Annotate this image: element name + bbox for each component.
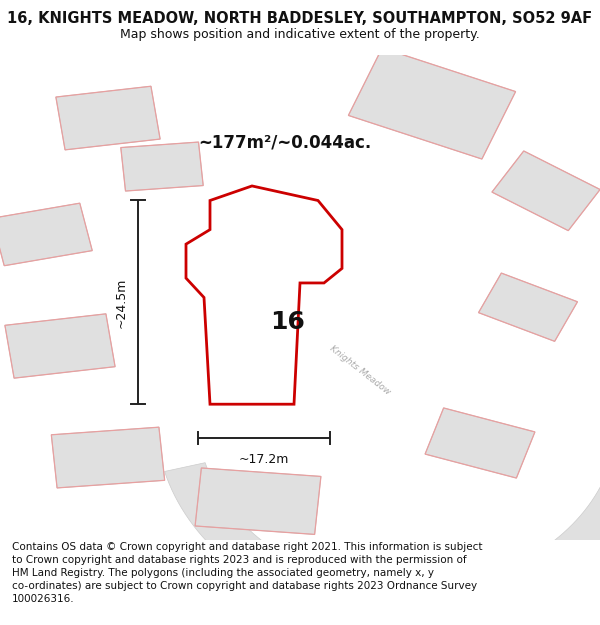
Polygon shape: [492, 151, 600, 231]
Text: Knights Meadow: Knights Meadow: [328, 344, 392, 397]
Polygon shape: [121, 142, 203, 191]
Polygon shape: [195, 468, 321, 534]
Text: Map shows position and indicative extent of the property.: Map shows position and indicative extent…: [120, 28, 480, 41]
Text: ~177m²/~0.044ac.: ~177m²/~0.044ac.: [198, 133, 371, 151]
Polygon shape: [425, 408, 535, 478]
Polygon shape: [479, 273, 577, 341]
Text: ~17.2m: ~17.2m: [239, 454, 289, 466]
Polygon shape: [229, 217, 299, 261]
Polygon shape: [52, 427, 164, 488]
Polygon shape: [56, 86, 160, 150]
Polygon shape: [164, 462, 600, 622]
Text: 16: 16: [271, 310, 305, 334]
Polygon shape: [186, 186, 342, 404]
Text: 16, KNIGHTS MEADOW, NORTH BADDESLEY, SOUTHAMPTON, SO52 9AF: 16, KNIGHTS MEADOW, NORTH BADDESLEY, SOU…: [7, 11, 593, 26]
Polygon shape: [5, 314, 115, 378]
Text: Contains OS data © Crown copyright and database right 2021. This information is : Contains OS data © Crown copyright and d…: [12, 542, 482, 604]
Polygon shape: [0, 203, 92, 266]
Text: ~24.5m: ~24.5m: [115, 277, 128, 328]
Polygon shape: [349, 48, 515, 159]
